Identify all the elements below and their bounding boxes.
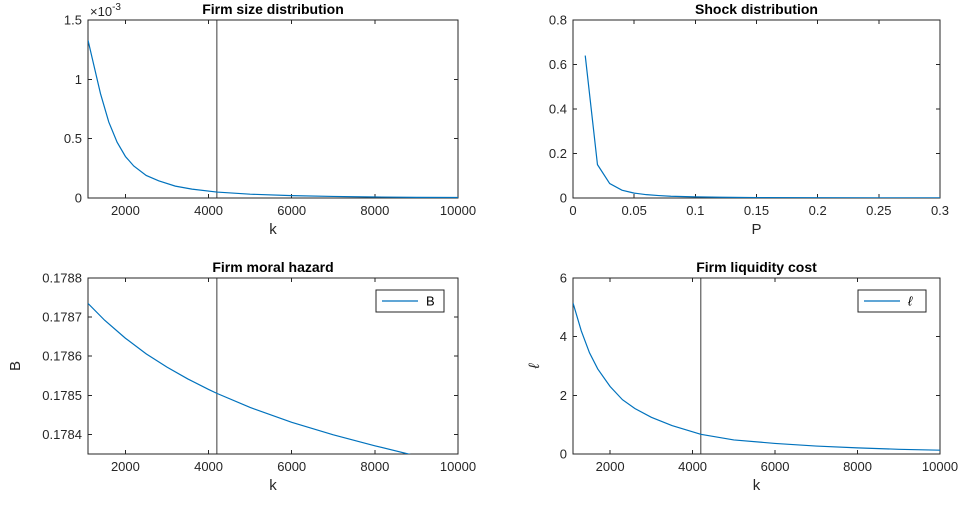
x-tick-label: 4000 [678, 459, 707, 474]
y-exponent-base: ×10 [90, 4, 112, 19]
y-tick-label: 0.1785 [42, 388, 82, 403]
y-tick-label: 0.1788 [42, 271, 82, 286]
y-tick-label: 0.1784 [42, 427, 82, 442]
y-exponent-power: -3 [112, 2, 121, 13]
series-line [584, 55, 940, 198]
y-tick-label: 0.2 [549, 146, 567, 161]
x-axis-label: k [753, 477, 761, 494]
series-line [88, 40, 458, 198]
x-tick-label: 0.3 [931, 203, 949, 218]
y-tick-label: 6 [560, 271, 567, 286]
y-tick-label: 2 [560, 388, 567, 403]
y-axis-label: B [7, 361, 24, 371]
x-axis-label: k [269, 221, 277, 238]
y-tick-label: 1.5 [64, 13, 82, 28]
x-tick-label: 10000 [922, 459, 958, 474]
x-tick-label: 10000 [440, 203, 476, 218]
axes-box [572, 19, 941, 199]
x-tick-label: 2000 [596, 459, 625, 474]
y-tick-label: 0.5 [64, 131, 82, 146]
chart-title: Firm moral hazard [212, 259, 333, 275]
x-tick-label: 0.05 [622, 203, 647, 218]
x-tick-label: 4000 [194, 459, 223, 474]
x-axis-label: k [269, 477, 277, 494]
panel-moral-hazard: 2000 4000 6000 8000 10000 0.1784 0.1785 0.1786 0… [7, 259, 476, 494]
y-axis-label: ℓ [526, 362, 543, 369]
panel-shock: 0 0.05 0.1 0.15 0.2 0.25 0.3 0 0.2 0.4 0.6 0.8 Shock… [549, 1, 949, 238]
x-tick-label: 4000 [194, 203, 223, 218]
x-tick-label: 8000 [360, 203, 389, 218]
x-tick-label: 6000 [761, 459, 790, 474]
chart-title: Shock distribution [695, 1, 818, 17]
x-tick-label: 0.1 [686, 203, 704, 218]
y-tick-label: 0 [560, 447, 567, 462]
y-exponent-label: ×10-3 [90, 2, 121, 19]
y-tick-label: 0.4 [549, 102, 567, 117]
panel-firm-size: 2000 4000 6000 8000 10000 0 0.5 1 1.5 ×10-3 Firm s… [64, 1, 476, 238]
x-tick-label: 0 [569, 203, 576, 218]
y-tick-label: 0.1787 [42, 310, 82, 325]
x-tick-label: 0.25 [866, 203, 891, 218]
y-tick-label: 0.8 [549, 13, 567, 28]
axes-box [87, 19, 459, 199]
x-tick-label: 0.15 [744, 203, 769, 218]
y-tick-label: 4 [560, 329, 567, 344]
axes-box [87, 277, 459, 455]
legend: ℓ [857, 289, 927, 313]
axes-box [572, 277, 941, 455]
x-tick-label: 8000 [843, 459, 872, 474]
y-tick-label: 0 [560, 191, 567, 206]
legend: B [375, 289, 445, 313]
y-tick-label: 0.6 [549, 57, 567, 72]
x-tick-label: 8000 [360, 459, 389, 474]
y-tick-label: 0 [75, 191, 82, 206]
legend-label: B [426, 294, 435, 309]
x-tick-label: 0.2 [809, 203, 827, 218]
y-tick-label: 0.1786 [42, 349, 82, 364]
series-line [573, 302, 940, 451]
x-tick-label: 6000 [277, 459, 306, 474]
x-tick-label: 6000 [277, 203, 306, 218]
panel-liquidity: 2000 4000 6000 8000 10000 0 2 4 6 Firm liquidity … [526, 259, 958, 494]
x-tick-label: 2000 [111, 203, 140, 218]
chart-title: Firm size distribution [202, 1, 344, 17]
series-line [88, 302, 411, 454]
x-axis-label: P [751, 221, 761, 238]
x-tick-label: 2000 [111, 459, 140, 474]
chart-title: Firm liquidity cost [696, 259, 817, 275]
y-tick-label: 1 [75, 72, 82, 87]
legend-label: ℓ [908, 294, 913, 309]
x-tick-label: 10000 [440, 459, 476, 474]
